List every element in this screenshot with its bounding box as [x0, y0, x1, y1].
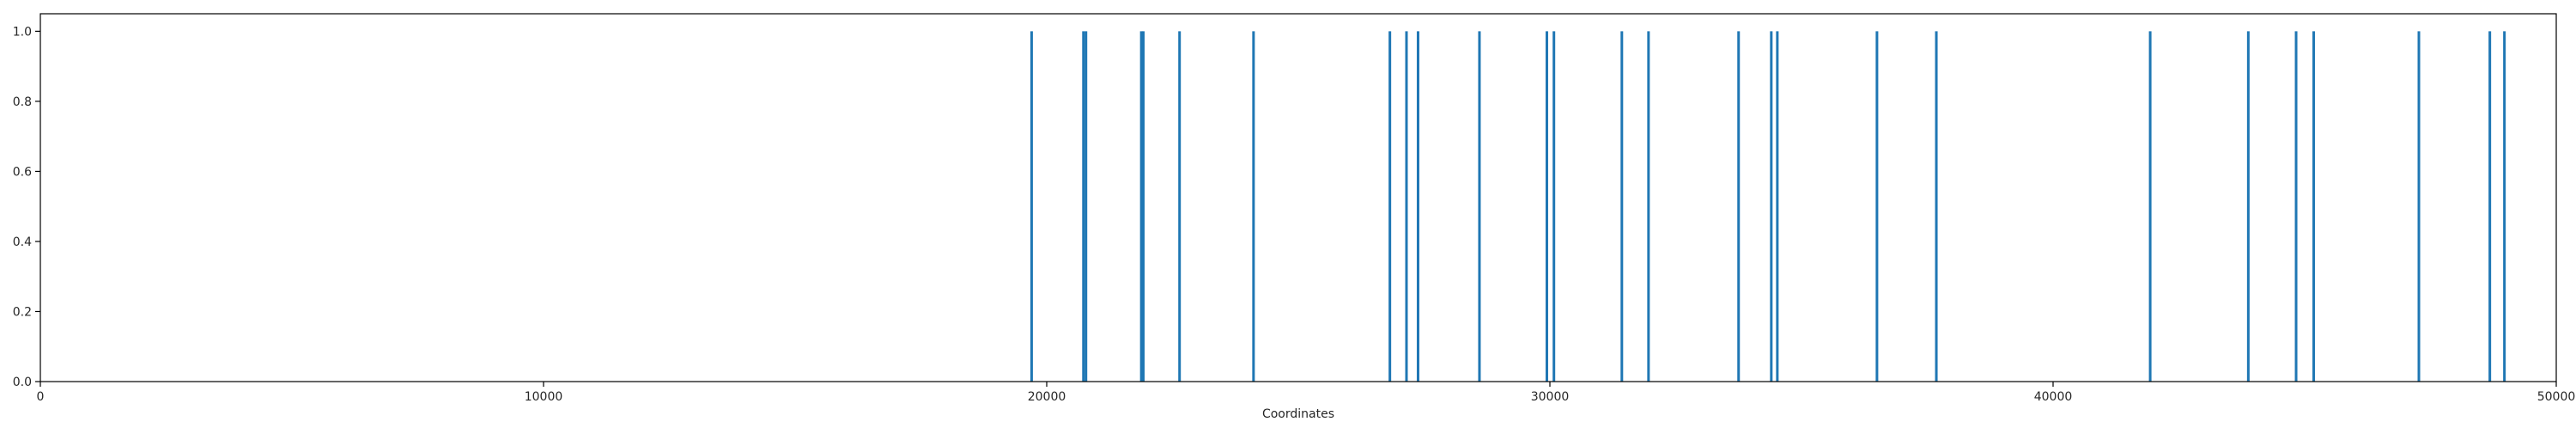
y-axis: 0.0 0.2 0.4 0.6 0.8 1.0: [13, 25, 40, 389]
bar: [1737, 31, 1741, 382]
bar: [1084, 31, 1088, 382]
bar: [1142, 31, 1145, 382]
bar: [1082, 31, 1085, 382]
bar: [1252, 31, 1255, 382]
x-tick-label: 30000: [1531, 390, 1570, 404]
bar: [1935, 31, 1938, 382]
y-tick-label: 0.4: [13, 235, 32, 249]
bar: [2294, 31, 2298, 382]
bar: [2503, 31, 2506, 382]
plot-frame: [39, 13, 2557, 382]
y-tick-label: 0.6: [13, 165, 32, 179]
bar: [1620, 31, 1624, 382]
bar: [1647, 31, 1650, 382]
bar: [2488, 31, 2492, 382]
bar: [1416, 31, 1419, 382]
x-tick-label: 20000: [1028, 390, 1066, 404]
y-tick-label: 1.0: [13, 25, 32, 39]
bar: [2312, 31, 2316, 382]
bar: [2246, 31, 2250, 382]
bar: [1545, 31, 1548, 382]
x-tick-label: 50000: [2537, 390, 2576, 404]
x-tick-label: 0: [37, 390, 45, 404]
bar-group: [1030, 31, 2506, 382]
x-tick-label: 10000: [525, 390, 563, 404]
bar: [1776, 31, 1779, 382]
bar: [1875, 31, 1879, 382]
bar: [1030, 31, 1033, 382]
plot-background: [40, 14, 2556, 382]
bar: [1178, 31, 1182, 382]
bar: [1388, 31, 1392, 382]
x-axis: 0 10000 20000 30000 40000 50000: [37, 382, 2576, 404]
y-tick-label: 0.0: [13, 376, 32, 389]
y-tick-label: 0.8: [13, 95, 32, 109]
y-tick-label: 0.2: [13, 305, 32, 319]
bar: [2417, 31, 2421, 382]
bar: [1552, 31, 1556, 382]
bar: [1770, 31, 1773, 382]
x-axis-label: Coordinates: [1262, 407, 1334, 421]
bar: [1405, 31, 1408, 382]
bar: [2148, 31, 2152, 382]
bar: [1139, 31, 1143, 382]
bar: [1478, 31, 1481, 382]
x-tick-label: 40000: [2034, 390, 2073, 404]
